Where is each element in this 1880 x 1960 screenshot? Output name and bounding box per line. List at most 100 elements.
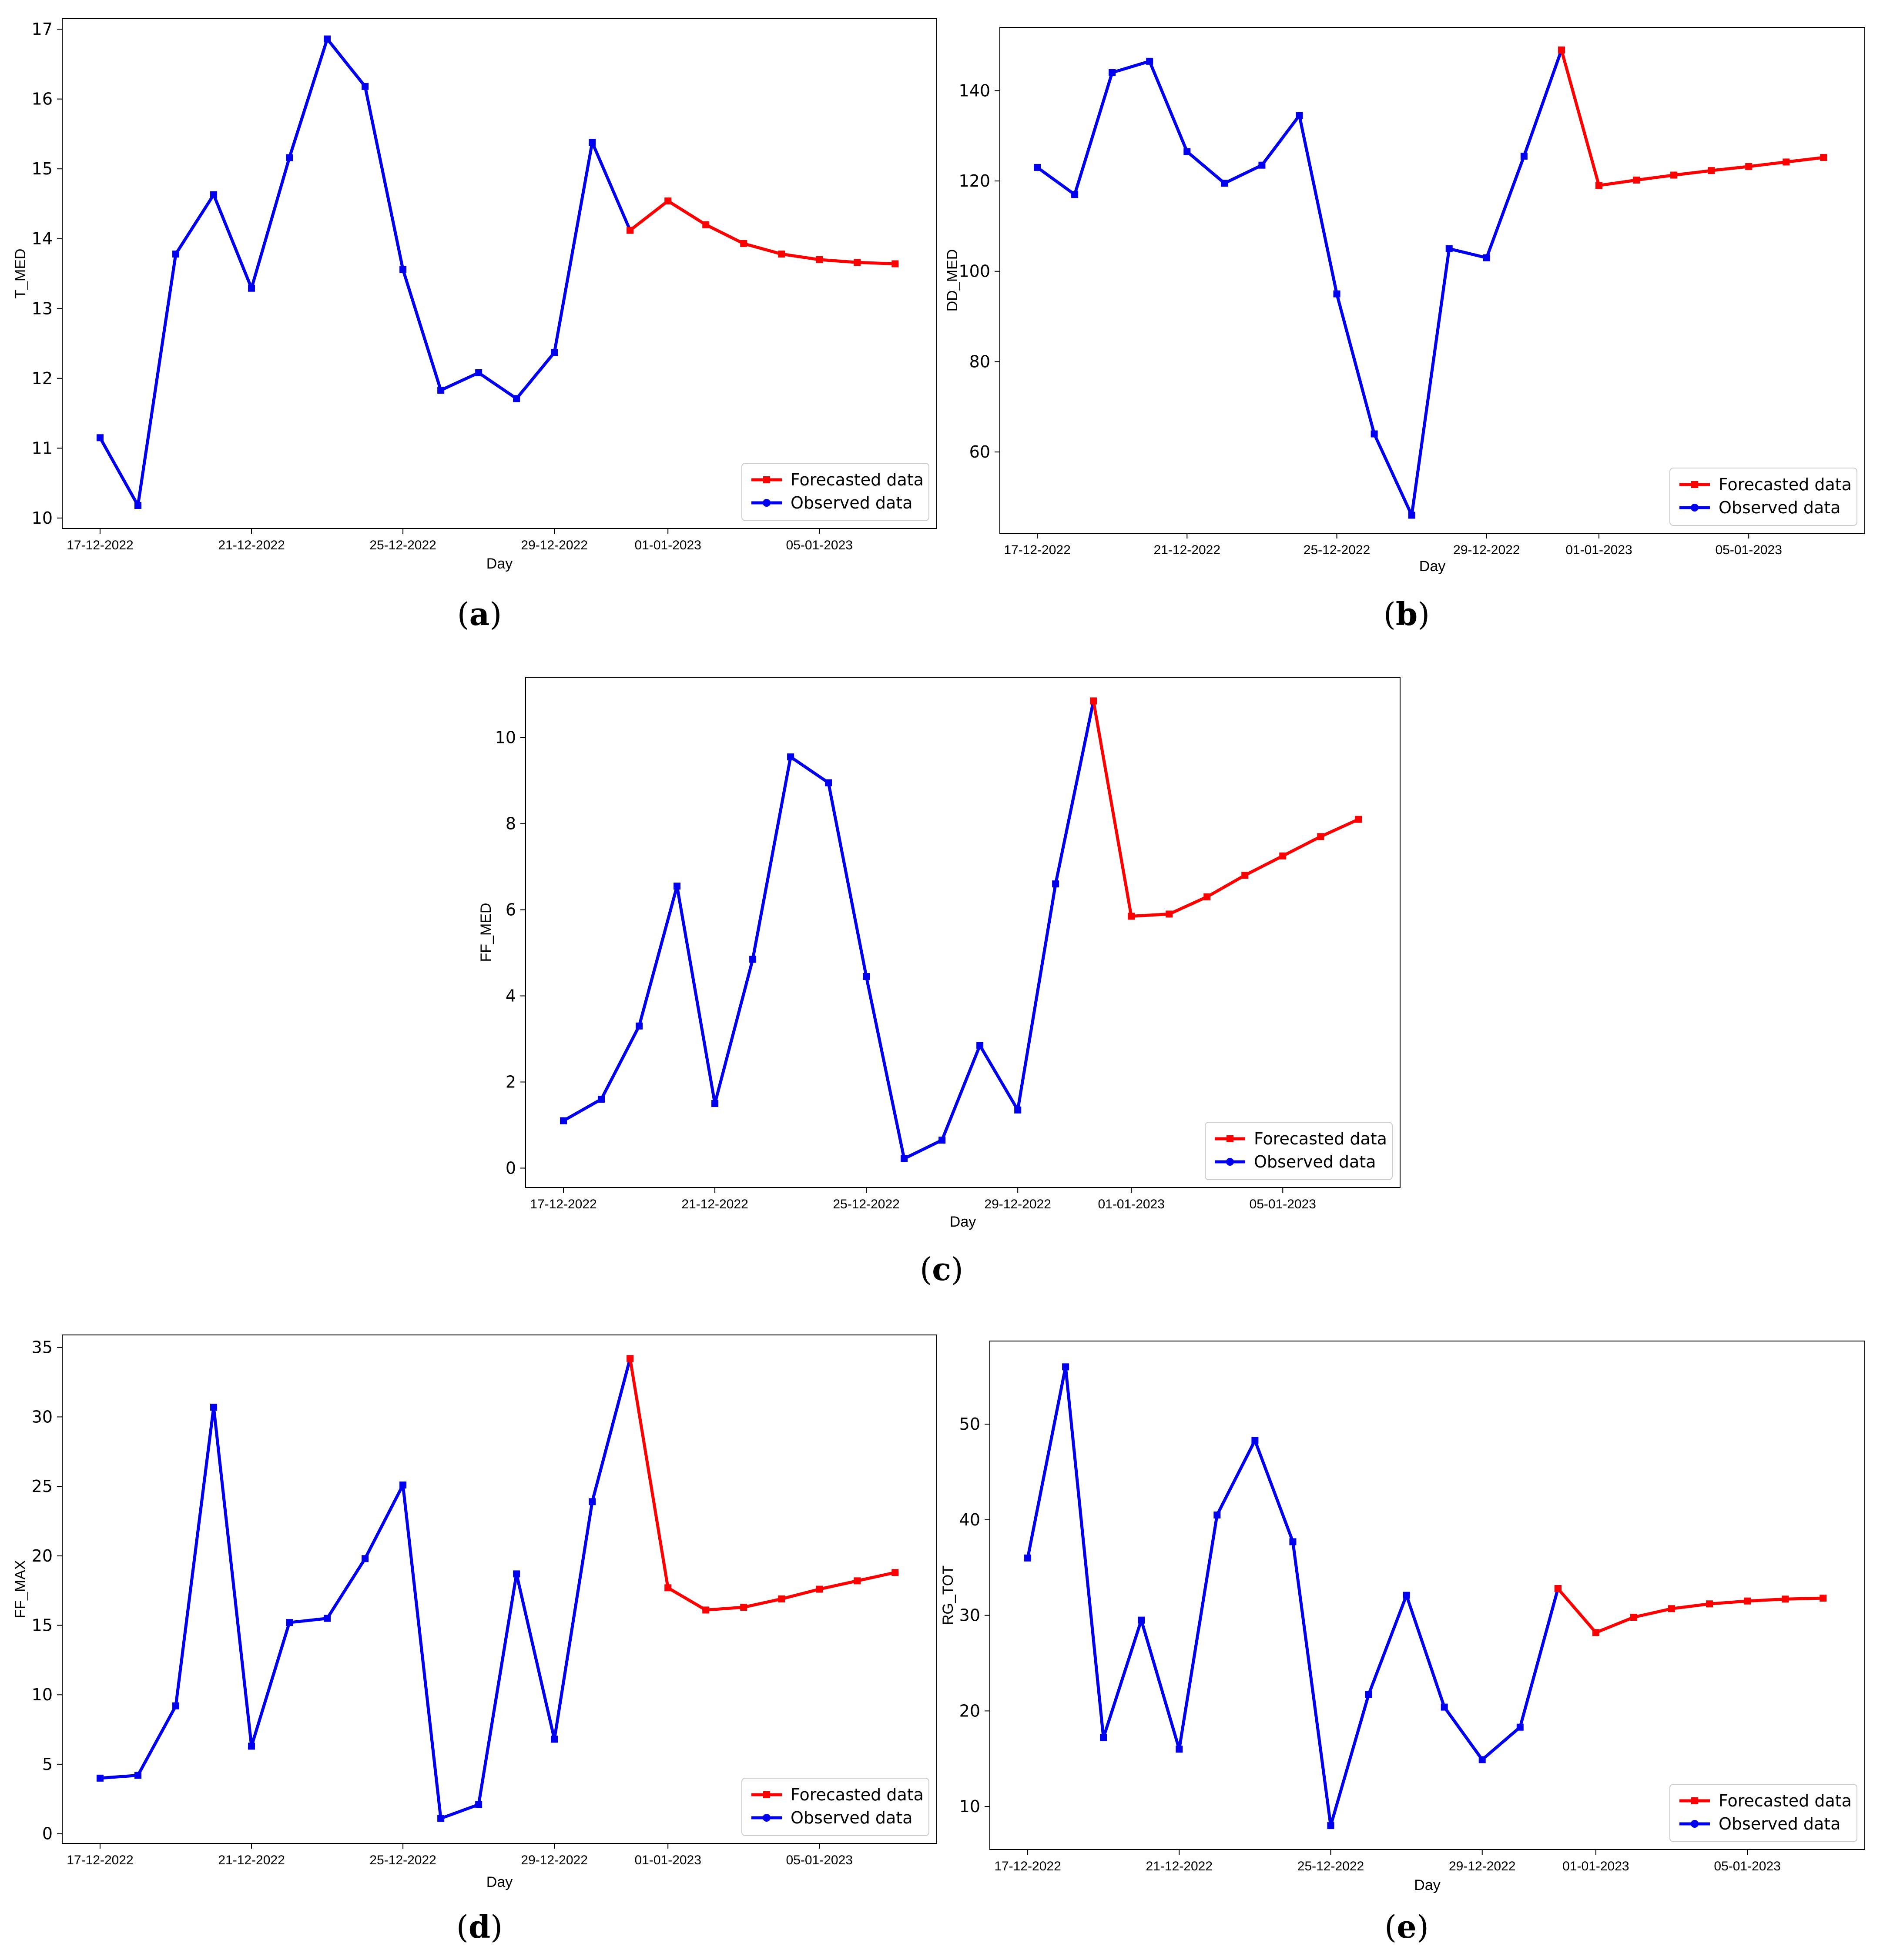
x-tick-label: 29-12-2022 <box>1449 1859 1515 1873</box>
x-tick-label: 25-12-2022 <box>1304 543 1370 557</box>
observed-data-point <box>711 1100 719 1107</box>
legend-label: Observed data <box>1719 1814 1841 1833</box>
observed-data-point <box>134 1772 142 1779</box>
y-tick-label: 25 <box>32 1477 53 1496</box>
panel-caption-open: ( <box>920 1251 932 1288</box>
observed-data-point <box>598 1096 605 1103</box>
legend-marker <box>1227 1135 1233 1142</box>
chart-panel-d: 0 5 10 15 20 25 30 35 17-12-2022 21-12-2022 25-12-… <box>12 1335 937 1945</box>
observed-data-point <box>825 779 832 786</box>
observed-data-point <box>1371 430 1378 438</box>
observed-data-point <box>551 1736 558 1743</box>
forecast-data-point <box>816 1585 823 1593</box>
observed-data-point <box>938 1137 946 1144</box>
legend-box <box>741 463 929 521</box>
observed-data-point <box>1213 1511 1221 1518</box>
observed-data-point <box>1520 152 1528 160</box>
forecast-data-point <box>1554 1585 1562 1592</box>
observed-data-point <box>1100 1734 1107 1741</box>
forecast-data-point <box>702 1606 710 1614</box>
y-tick-label: 10 <box>959 1797 980 1816</box>
observed-data-point <box>589 1498 596 1505</box>
x-tick-label: 25-12-2022 <box>369 538 436 552</box>
x-axis-label: Day <box>1414 1877 1440 1893</box>
chart-panel-b: 60 80 100 120 140 17-12-2022 21-12-2022 25-12-2… <box>944 27 1865 632</box>
observed-data-point <box>172 1702 180 1709</box>
x-tick-label: 01-01-2023 <box>1565 543 1632 557</box>
panel-caption-open: ( <box>457 596 469 632</box>
forecast-data-point <box>1670 171 1678 179</box>
x-tick-label: 05-01-2023 <box>1714 1859 1780 1873</box>
x-tick-label: 21-12-2022 <box>1154 543 1220 557</box>
y-tick-label: 0 <box>42 1824 53 1843</box>
observed-data-point <box>513 395 520 402</box>
x-tick-label: 05-01-2023 <box>1715 543 1782 557</box>
y-tick-label: 40 <box>959 1510 980 1529</box>
observed-data-point <box>172 251 180 258</box>
x-tick-label: 25-12-2022 <box>1297 1859 1364 1873</box>
forecast-data-point <box>816 256 823 263</box>
observed-data-point <box>589 139 596 146</box>
observed-data-point <box>749 956 757 963</box>
observed-data-point <box>437 387 445 394</box>
legend-label: Forecasted data <box>1254 1129 1387 1148</box>
y-tick-label: 140 <box>958 81 990 100</box>
y-tick-label: 10 <box>495 728 516 747</box>
x-tick-label: 29-12-2022 <box>984 1197 1051 1211</box>
forecast-data-point <box>1630 1614 1637 1621</box>
axes-frame-e <box>989 1341 1865 1850</box>
panel-caption-close: ) <box>1417 1909 1429 1945</box>
observed-data-point <box>1052 880 1059 888</box>
y-tick-label: 15 <box>32 1616 53 1635</box>
observed-data-point <box>1445 245 1453 252</box>
forecast-data-point <box>1708 167 1715 174</box>
panel-caption-letter: e <box>1397 1908 1417 1945</box>
observed-data-point <box>1071 191 1079 198</box>
chart-panel-e: 10 20 30 40 50 17-12-2022 21-12-2022 25-12-2022… <box>940 1341 1865 1945</box>
y-tick-label: 15 <box>32 159 53 178</box>
panel-caption-open: ( <box>456 1909 469 1945</box>
observed-data-point <box>863 973 870 980</box>
x-tick-label: 25-12-2022 <box>833 1197 899 1211</box>
y-tick-label: 13 <box>32 299 53 318</box>
x-tick-label: 17-12-2022 <box>1004 543 1070 557</box>
panel-caption-close: ) <box>951 1251 963 1288</box>
observed-data-point <box>286 154 293 161</box>
forecast-data-point <box>891 260 899 268</box>
legend-label: Forecasted data <box>1719 475 1852 494</box>
forecast-data-point <box>627 227 634 234</box>
observed-data-point <box>1034 164 1041 171</box>
legend-label: Observed data <box>1719 498 1841 517</box>
y-tick-label: 30 <box>959 1606 980 1625</box>
observed-data-point <box>1176 1746 1183 1753</box>
forecast-data-point <box>1279 852 1287 860</box>
legend-marker <box>1691 1820 1699 1828</box>
panel-caption-close: ) <box>490 1909 503 1945</box>
panel-caption-letter: c <box>932 1251 951 1288</box>
forecast-data-point <box>1128 913 1135 920</box>
forecast-data-point <box>1668 1605 1676 1612</box>
panel-caption-letter: a <box>469 595 490 632</box>
observed-data-point <box>1516 1723 1524 1731</box>
y-tick-label: 120 <box>958 171 990 191</box>
forecast-data-point <box>1744 1597 1751 1605</box>
observed-data-point <box>1138 1616 1145 1624</box>
legend-label: Observed data <box>791 1808 913 1827</box>
x-tick-label: 05-01-2023 <box>786 1853 853 1867</box>
observed-data-point <box>1221 180 1228 187</box>
y-tick-label: 10 <box>32 508 53 528</box>
observed-data-point <box>399 266 407 273</box>
legend-label: Observed data <box>1254 1152 1376 1171</box>
axes-frame-b <box>999 27 1865 534</box>
forecast-data-point <box>1595 182 1602 189</box>
x-axis-label: Day <box>486 1874 513 1890</box>
panel-caption-close: ) <box>1418 596 1430 632</box>
forecast-data-point <box>1782 1595 1789 1603</box>
x-tick-label: 01-01-2023 <box>634 1853 701 1867</box>
y-tick-label: 0 <box>506 1158 516 1177</box>
y-tick-label: 50 <box>959 1415 980 1434</box>
y-tick-label: 8 <box>506 814 516 833</box>
x-tick-label: 17-12-2022 <box>530 1197 597 1211</box>
observed-data-point <box>1441 1703 1448 1711</box>
